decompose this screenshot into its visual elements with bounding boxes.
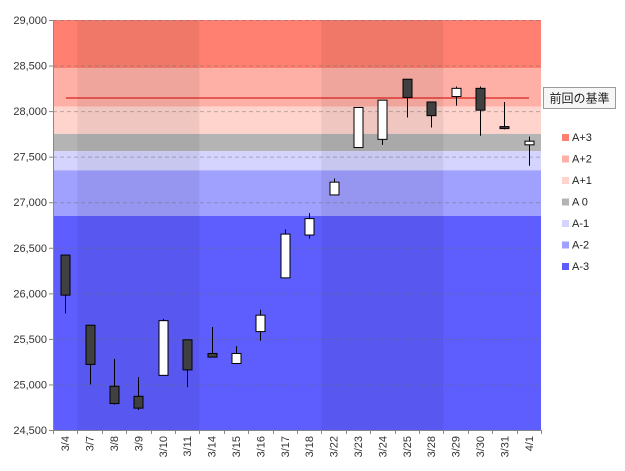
legend-swatch <box>562 220 569 227</box>
legend-label: A+3 <box>572 132 592 144</box>
x-tick-label: 3/7 <box>85 436 97 451</box>
legend: A+3 A+2 A+1 A 0 A-1 A-2 A-3 <box>562 132 592 273</box>
x-tick-label: 3/14 <box>207 436 219 457</box>
legend-swatch <box>562 177 569 184</box>
legend-label: A-3 <box>572 261 589 273</box>
x-tick-label: 3/24 <box>377 436 389 457</box>
x-tick-label: 3/8 <box>109 436 121 451</box>
legend-label: A+1 <box>572 175 592 187</box>
x-tick-label: 3/25 <box>402 436 414 457</box>
price-bands <box>53 20 541 430</box>
y-axis-labels: 24,500 25,000 25,500 26,000 26,500 27,000 27,5… <box>13 15 47 437</box>
band-a+3 <box>53 20 541 69</box>
legend-label: A 0 <box>572 197 588 209</box>
candle-body <box>304 218 315 236</box>
y-tick-label: 24,500 <box>13 425 47 437</box>
x-tick-label: 4/1 <box>524 436 536 451</box>
y-tick-label: 25,000 <box>13 379 47 391</box>
candle-body <box>133 395 144 409</box>
candle-body <box>182 339 193 371</box>
candle-body <box>207 352 218 358</box>
candles <box>60 78 535 410</box>
x-tick-label: 3/28 <box>426 436 438 457</box>
legend-swatch <box>562 134 569 141</box>
x-axis-labels: 3/4 3/7 3/8 3/9 3/10 3/11 3/14 3/15 3/16 3/17 3/18… <box>60 436 536 457</box>
candle-body <box>60 254 71 296</box>
shaded-column-group <box>77 20 200 430</box>
candle-body <box>85 324 96 365</box>
legend-swatch <box>562 241 569 249</box>
x-tick-label: 3/31 <box>499 436 511 457</box>
reference-label-text: 前回の基準 <box>549 91 609 106</box>
legend-swatch <box>562 198 569 206</box>
legend-label: A-1 <box>572 218 589 230</box>
axes <box>49 20 542 434</box>
x-tick-label: 3/30 <box>475 436 487 457</box>
band-a-1 <box>53 151 541 171</box>
candle-body <box>475 87 486 111</box>
reference-label: 前回の基準 <box>543 87 616 109</box>
x-tick-label: 3/17 <box>280 436 292 457</box>
week-shading <box>77 20 444 430</box>
x-tick-label: 3/22 <box>329 436 341 457</box>
legend-swatch <box>562 155 569 163</box>
band-a-2 <box>53 170 541 216</box>
x-tick-label: 3/15 <box>231 436 243 457</box>
x-tick-label: 3/29 <box>451 436 463 457</box>
candle-body <box>426 101 437 117</box>
legend-label: A-2 <box>572 240 589 252</box>
candle-body <box>377 99 388 140</box>
y-tick-label: 26,500 <box>13 243 47 255</box>
candle-body <box>353 106 364 149</box>
candle-body <box>158 320 169 376</box>
x-tick-label: 3/11 <box>182 436 194 457</box>
x-tick-label: 3/4 <box>60 436 72 451</box>
y-tick-label: 27,500 <box>13 152 47 164</box>
candle-body <box>499 126 510 130</box>
reference-label-box <box>543 87 616 109</box>
y-tick-label: 28,500 <box>13 61 47 73</box>
y-tick-label: 28,000 <box>13 106 47 118</box>
candle-body <box>109 385 120 405</box>
shaded-column-group <box>321 20 444 430</box>
legend-label: A+2 <box>572 154 592 166</box>
x-tick-label: 3/18 <box>304 436 316 457</box>
candle-body <box>231 352 242 364</box>
x-tick-label: 3/10 <box>158 436 170 457</box>
band-a0 <box>53 133 541 152</box>
y-tick-label: 26,000 <box>13 288 47 300</box>
candle-body <box>402 78 413 98</box>
y-tick-label: 29,000 <box>13 15 47 27</box>
candle-body <box>255 314 266 333</box>
candle-body <box>451 87 462 98</box>
x-tick-label: 3/16 <box>255 436 267 457</box>
band-a-3 <box>53 215 541 430</box>
candle-body <box>329 181 340 196</box>
band-a+1 <box>53 106 541 134</box>
band-a+2 <box>53 68 541 107</box>
y-tick-label: 27,000 <box>13 197 47 209</box>
candle-body <box>524 140 535 146</box>
candle-body <box>280 233 291 279</box>
legend-swatch <box>562 263 569 270</box>
x-tick-label: 3/23 <box>353 436 365 457</box>
x-tick-label: 3/9 <box>133 436 145 451</box>
y-tick-label: 25,500 <box>13 334 47 346</box>
